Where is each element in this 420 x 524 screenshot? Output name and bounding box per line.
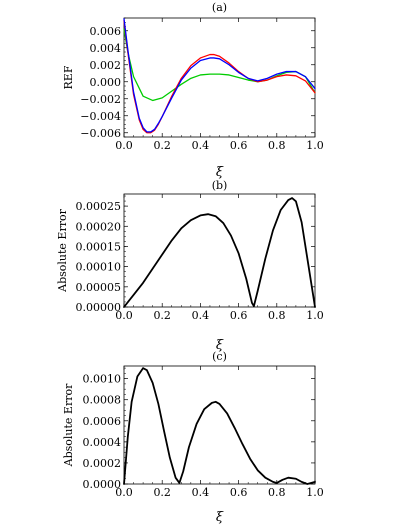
x-tick-label: 1.0	[306, 309, 324, 322]
x-tick-label: 0.4	[192, 486, 210, 499]
plot-frame	[123, 193, 316, 308]
y-tick-label: 0.004	[90, 42, 122, 55]
x-axis-label: ξ	[216, 510, 224, 524]
y-tick-label: −0.004	[80, 110, 121, 123]
y-tick-label: 0.00005	[76, 281, 122, 294]
y-tick-label: 0.00025	[76, 200, 122, 213]
y-tick-label: 0.006	[90, 25, 122, 38]
x-tick-label: 0.6	[230, 309, 248, 322]
y-axis-label: Absolute Error	[56, 208, 69, 292]
series-line-1	[123, 197, 316, 308]
y-tick-label: 0.0002	[83, 457, 122, 470]
y-tick-label: 0.0000	[83, 478, 122, 491]
y-tick-label: 0.000	[90, 76, 122, 89]
y-tick-label: 0.0004	[83, 436, 122, 449]
x-tick-label: 0.6	[230, 486, 248, 499]
x-tick-label: 0.4	[192, 309, 210, 322]
x-tick-label: 0.8	[268, 486, 286, 499]
y-tick-label: 0.00015	[76, 240, 122, 253]
y-tick-label: 0.0006	[83, 415, 122, 428]
x-tick-label: 0.0	[115, 309, 133, 322]
chart-panel-2: (b) 0.0 0.2 0.4 0.6 0.8 1.0 0.00000 0.00005 0.000…	[56, 179, 324, 353]
y-tick-label: −0.006	[80, 127, 121, 140]
panel-title: (c)	[212, 350, 227, 363]
x-tick-label: 0.0	[115, 486, 133, 499]
panel-title: (b)	[212, 179, 228, 192]
x-tick-label: 0.2	[153, 139, 171, 152]
x-tick-label: 0.4	[192, 139, 210, 152]
x-tick-label: 0.0	[115, 139, 133, 152]
y-tick-label: −0.002	[80, 93, 121, 106]
x-tick-label: 0.2	[153, 486, 171, 499]
x-tick-label: 0.2	[153, 309, 171, 322]
chart-panel-1: (a) 0.0 0.2 0.4 0.6 0.8 1.0 −0.006 −0.004 −0.002 0…	[62, 1, 324, 180]
chart-panel-3: (c) 0.0 0.2 0.4 0.6 0.8 1.0 0.0000 0.0002 0.0004 0…	[62, 350, 324, 524]
panel-title: (a)	[212, 1, 227, 14]
x-tick-label: 0.8	[268, 309, 286, 322]
y-tick-label: 0.0008	[83, 394, 122, 407]
y-tick-label: 0.0010	[83, 373, 122, 386]
x-tick-label: 1.0	[306, 139, 324, 152]
series-line-2	[123, 19, 316, 134]
y-tick-label: 0.00020	[76, 220, 122, 233]
series-line-1	[123, 367, 316, 485]
series-line-3	[123, 18, 316, 133]
x-axis-label: ξ	[216, 338, 224, 353]
x-axis-label: ξ	[216, 165, 224, 180]
x-tick-label: 1.0	[306, 486, 324, 499]
y-tick-label: 0.00000	[76, 301, 122, 314]
plot-frame	[123, 17, 316, 138]
y-tick-label: 0.002	[90, 59, 122, 72]
x-tick-label: 0.8	[268, 139, 286, 152]
series-line-1	[123, 28, 316, 102]
x-tick-label: 0.6	[230, 139, 248, 152]
y-tick-label: 0.00010	[76, 261, 122, 274]
y-axis-label: REF	[62, 65, 75, 89]
y-axis-label: Absolute Error	[62, 383, 75, 467]
